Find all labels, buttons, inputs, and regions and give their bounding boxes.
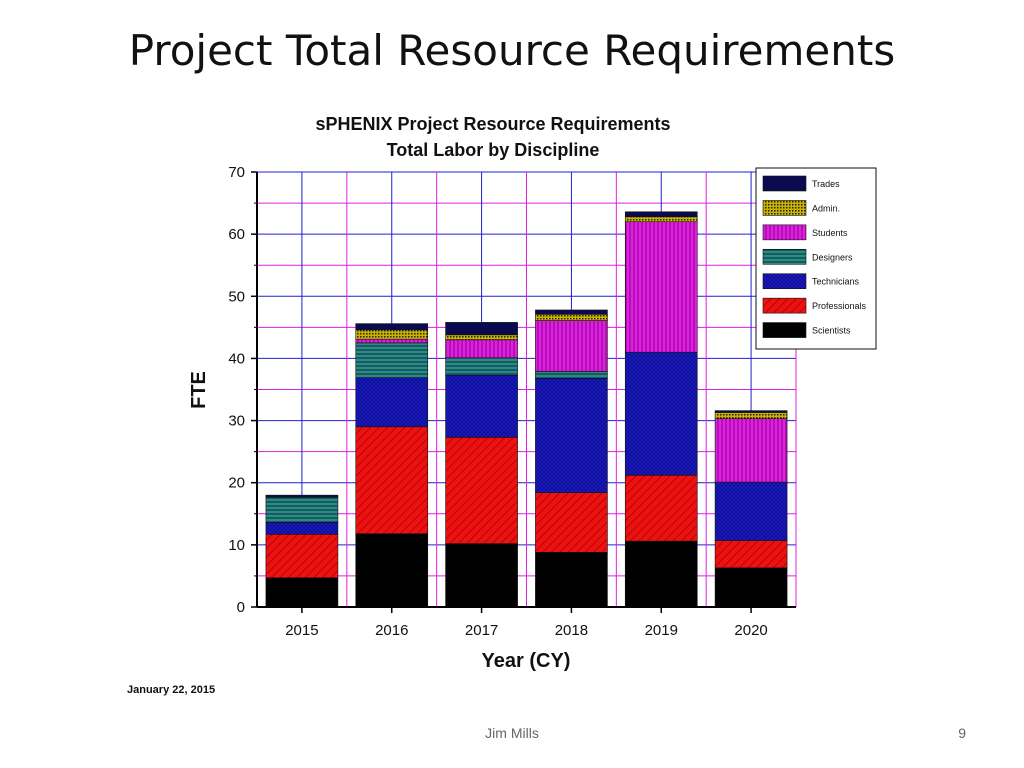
y-tick-label: 70 [228,164,245,181]
date-stamp: January 22, 2015 [127,684,216,696]
y-tick-label: 30 [228,413,245,430]
bar-segment-admin-2020 [714,412,788,420]
legend-swatch [762,248,807,265]
axes: 0 10 20 30 40 50 60 70 2015 2016 2017 2018 2019 2020 [228,164,796,639]
bar-segment-students-2017 [445,339,518,359]
legend-swatch [762,224,807,241]
legend-swatch [762,175,807,192]
x-tick-label: 2020 [734,622,767,639]
legend-item-trades: Trades [762,175,840,192]
legend-swatch [762,273,807,290]
bar-segment-technicians-2015 [265,522,339,535]
bar-segment-trades-2015 [265,494,339,498]
bar-segment-scientists-2017 [445,543,518,608]
bar-stack-2017 [445,322,518,608]
bar-segment-designers-2018 [535,371,608,379]
legend-item-scientists: Scientists [762,322,851,338]
y-tick-label: 50 [228,288,245,305]
bar-segment-trades-2020 [714,410,788,413]
legend-label: Scientists [812,326,851,336]
bar-segment-trades-2016 [355,323,429,331]
legend-label: Professionals [812,301,867,311]
x-tick-label: 2015 [285,622,318,639]
bar-segment-scientists-2018 [535,552,608,608]
bar-segment-technicians-2020 [714,481,788,541]
x-tick-label: 2018 [555,622,588,639]
bar-segment-professionals-2016 [355,426,429,534]
legend-label: Students [812,228,848,238]
y-tick-label: 0 [237,599,245,616]
bar-segment-technicians-2019 [624,351,698,476]
legend-swatch [762,322,807,338]
bar-segment-scientists-2019 [624,540,698,608]
footer-author: Jim Mills [485,725,539,741]
bar-segment-professionals-2020 [714,540,788,569]
legend-label: Admin. [812,203,840,213]
bars [265,211,788,608]
legend-item-designers: Designers [762,248,853,265]
y-tick-label: 10 [228,537,245,554]
legend-label: Designers [812,252,853,262]
bar-segment-designers-2017 [445,357,518,376]
bar-segment-professionals-2018 [535,492,608,553]
y-tick-label: 60 [228,226,245,243]
chart-title: sPHENIX Project Resource Requirements [315,114,670,134]
bar-segment-students-2019 [624,221,698,353]
legend-item-admin: Admin. [762,200,840,216]
legend-label: Technicians [812,277,860,287]
bar-segment-professionals-2019 [624,474,698,542]
bar-stack-2020 [714,410,788,608]
bar-segment-technicians-2018 [535,378,608,493]
bar-segment-technicians-2017 [445,374,518,438]
slide-title: Project Total Resource Requirements [128,26,896,75]
x-axis-label: Year (CY) [482,650,571,672]
y-tick-label: 40 [228,350,245,367]
bar-stack-2016 [355,323,429,608]
bar-segment-trades-2019 [624,211,698,218]
bar-segment-admin-2016 [355,329,429,340]
x-tick-label: 2019 [645,622,678,639]
bar-stack-2019 [624,211,698,608]
bar-segment-students-2018 [535,320,608,372]
legend-item-students: Students [762,224,848,241]
bar-segment-admin-2019 [624,216,698,223]
bar-segment-students-2016 [355,338,429,344]
legend-item-technicians: Technicians [762,273,860,290]
bar-segment-students-2020 [714,418,788,483]
x-tick-label: 2016 [375,622,408,639]
legend: Trades Admin. Students Designers Technicians… [755,167,877,350]
bar-stack-2015 [265,494,339,608]
bar-segment-professionals-2017 [445,437,518,544]
grid-lines [257,171,797,607]
legend-swatch [762,297,807,314]
bar-segment-professionals-2015 [265,533,339,579]
bar-segment-admin-2017 [445,334,518,341]
bar-segment-scientists-2020 [714,567,788,608]
legend-label: Trades [812,179,840,189]
chart-subtitle: Total Labor by Discipline [387,140,600,160]
bar-segment-trades-2018 [535,309,608,315]
legend-item-professionals: Professionals [762,297,867,314]
x-tick-label: 2017 [465,622,498,639]
y-tick-label: 20 [228,475,245,492]
bar-segment-designers-2015 [265,496,339,523]
bar-segment-technicians-2016 [355,377,429,428]
legend-swatch [762,200,807,216]
bar-segment-scientists-2016 [355,533,429,608]
y-axis-label: FTE [188,371,210,409]
bar-segment-trades-2017 [445,322,518,336]
bar-segment-admin-2018 [535,314,608,321]
slide-number: 9 [958,725,966,741]
bar-segment-designers-2016 [355,342,429,378]
bar-segment-scientists-2015 [265,577,339,608]
bar-stack-2018 [535,309,608,608]
